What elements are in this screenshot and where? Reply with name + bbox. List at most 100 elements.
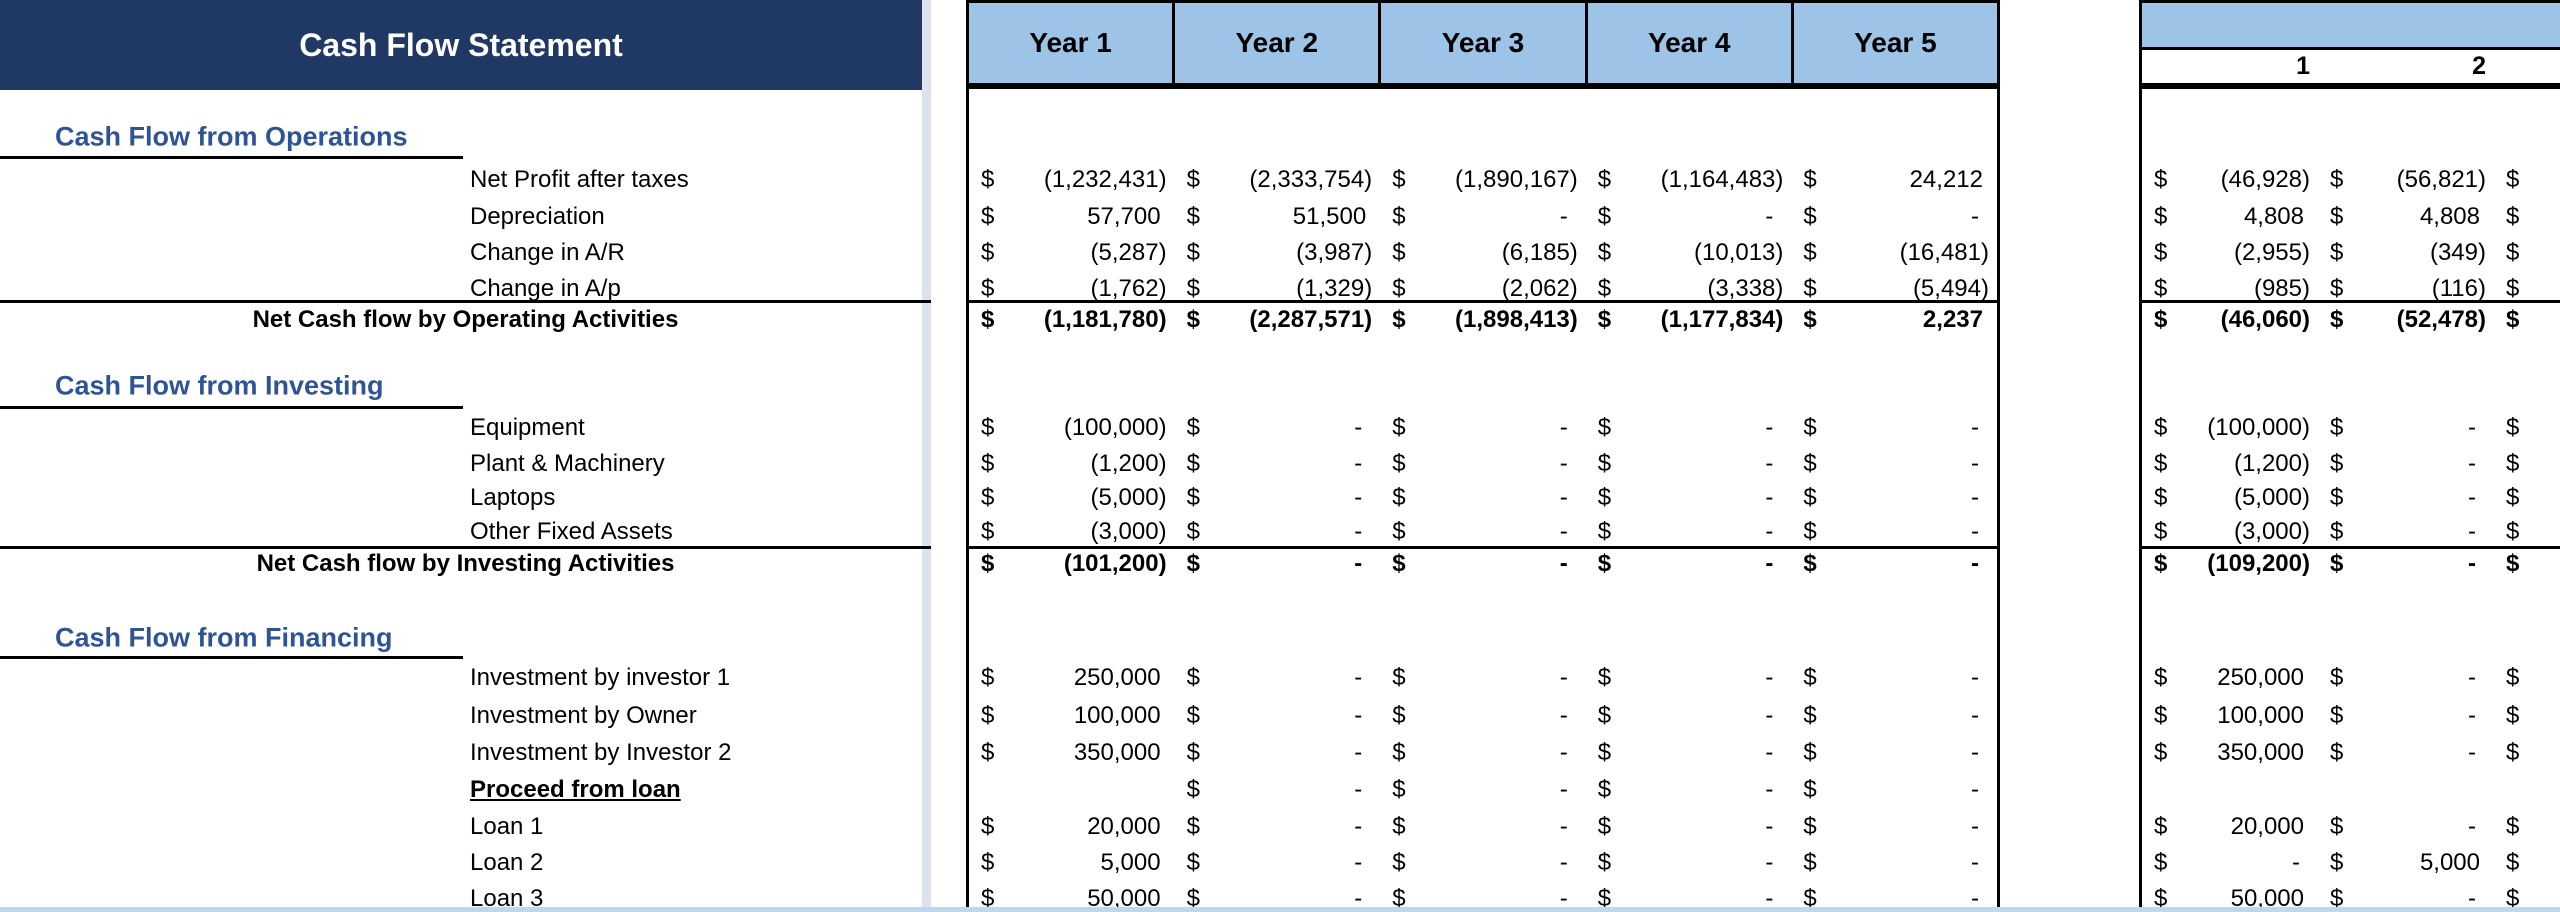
- value-cell-year5[interactable]: $ -: [1791, 809, 1997, 845]
- value-cell-month1[interactable]: $ -: [2142, 845, 2318, 881]
- value-cell-year1[interactable]: $100,000: [969, 698, 1175, 734]
- month-number-cell[interactable]: 1: [2296, 52, 2310, 80]
- value-cell-month1[interactable]: $350,000: [2142, 735, 2318, 771]
- value-cell-month3-clipped[interactable]: $: [2494, 735, 2560, 771]
- value-cell-total-year1[interactable]: $ (101,200): [969, 546, 1175, 582]
- row-label[interactable]: Plant & Machinery: [470, 450, 665, 477]
- value-cell-month1[interactable]: $20,000: [2142, 809, 2318, 845]
- row-label[interactable]: Loan 1: [470, 813, 544, 840]
- year-header-cell[interactable]: Year 4: [1584, 3, 1791, 83]
- value-cell-month3-clipped[interactable]: $: [2494, 162, 2560, 198]
- value-cell-year4[interactable]: $ -: [1586, 410, 1792, 446]
- value-cell-year5[interactable]: $ (16,481): [1791, 235, 1997, 271]
- row-label[interactable]: Investment by Owner: [470, 702, 697, 729]
- value-cell-month3-clipped[interactable]: $: [2494, 271, 2560, 307]
- value-cell-month2[interactable]: $ -: [2318, 446, 2494, 482]
- value-cell-month3-clipped[interactable]: $: [2494, 514, 2560, 550]
- value-cell-year1[interactable]: $20,000: [969, 809, 1175, 845]
- value-cell-month2[interactable]: $5,000: [2318, 845, 2494, 881]
- value-cell-month1[interactable]: $ (5,000): [2142, 480, 2318, 516]
- value-cell-year5[interactable]: $ -: [1791, 845, 1997, 881]
- value-cell-year3[interactable]: $ (1,890,167): [1380, 162, 1586, 198]
- value-cell-year5[interactable]: $ -: [1791, 660, 1997, 696]
- year-header-cell[interactable]: Year 3: [1378, 3, 1584, 83]
- value-cell-year2[interactable]: $ -: [1175, 735, 1381, 771]
- value-cell-month2[interactable]: $ (56,821): [2318, 162, 2494, 198]
- value-cell-month3-clipped[interactable]: $: [2494, 698, 2560, 734]
- value-cell-year1[interactable]: $250,000: [969, 660, 1175, 696]
- value-cell-year5[interactable]: $ -: [1791, 514, 1997, 550]
- value-cell-year4[interactable]: $ -: [1586, 881, 1792, 912]
- value-cell-month2[interactable]: $ -: [2318, 698, 2494, 734]
- value-cell-total-month2[interactable]: $ -: [2318, 546, 2494, 582]
- month-number-cell[interactable]: 2: [2472, 52, 2486, 80]
- value-cell-month2[interactable]: $ -: [2318, 480, 2494, 516]
- value-cell-month3-clipped[interactable]: $: [2494, 235, 2560, 271]
- value-cell-year3[interactable]: $ -: [1380, 410, 1586, 446]
- value-cell-total-month3-clipped[interactable]: $: [2494, 302, 2560, 338]
- value-cell-total-month3-clipped[interactable]: $: [2494, 546, 2560, 582]
- value-cell-year2[interactable]: $ -: [1175, 410, 1381, 446]
- value-cell-year5[interactable]: $ (5,494): [1791, 271, 1997, 307]
- value-cell-year5[interactable]: $ -: [1791, 446, 1997, 482]
- row-label[interactable]: Other Fixed Assets: [470, 518, 673, 545]
- value-cell-month2[interactable]: $ -: [2318, 660, 2494, 696]
- value-cell-month2[interactable]: $ -: [2318, 514, 2494, 550]
- value-cell-total-year1[interactable]: $ (1,181,780): [969, 302, 1175, 338]
- total-row-label[interactable]: Net Cash flow by Operating Activities: [252, 306, 679, 333]
- value-cell-year3[interactable]: $ -: [1380, 480, 1586, 516]
- value-cell-month3-clipped[interactable]: $: [2494, 480, 2560, 516]
- value-cell-total-year5[interactable]: $ -: [1791, 546, 1997, 582]
- sheet-title-cell[interactable]: Cash Flow Statement: [0, 0, 922, 90]
- value-cell-month3-clipped[interactable]: $: [2494, 660, 2560, 696]
- row-label[interactable]: Equipment: [470, 414, 585, 441]
- value-cell-year1[interactable]: $ (1,200): [969, 446, 1175, 482]
- value-cell-year2[interactable]: $ (3,987): [1175, 235, 1381, 271]
- value-cell-total-month1[interactable]: $ (46,060): [2142, 302, 2318, 338]
- value-cell-year4[interactable]: $ -: [1586, 199, 1792, 235]
- value-cell-year4[interactable]: $ -: [1586, 735, 1792, 771]
- value-cell-month2[interactable]: $4,808: [2318, 199, 2494, 235]
- value-cell-year4[interactable]: $ -: [1586, 845, 1792, 881]
- value-cell-month3-clipped[interactable]: $: [2494, 809, 2560, 845]
- value-cell-month1[interactable]: $ (985): [2142, 271, 2318, 307]
- row-label[interactable]: Proceed from loan: [470, 776, 681, 803]
- year-header-cell[interactable]: Year 5: [1790, 3, 1997, 83]
- value-cell-year4[interactable]: $ -: [1586, 446, 1792, 482]
- value-cell-month1[interactable]: $250,000: [2142, 660, 2318, 696]
- value-cell-year1[interactable]: $ (3,000): [969, 514, 1175, 550]
- value-cell-year4[interactable]: $ -: [1586, 660, 1792, 696]
- value-cell-year3[interactable]: $ -: [1380, 845, 1586, 881]
- value-cell-year4[interactable]: $ -: [1586, 698, 1792, 734]
- value-cell-year3[interactable]: $ -: [1380, 660, 1586, 696]
- value-cell-year3[interactable]: $ -: [1380, 199, 1586, 235]
- value-cell-total-year4[interactable]: $ -: [1586, 546, 1792, 582]
- value-cell-month3-clipped[interactable]: $: [2494, 199, 2560, 235]
- value-cell-month1[interactable]: $ (2,955): [2142, 235, 2318, 271]
- value-cell-year2[interactable]: $ -: [1175, 845, 1381, 881]
- row-label[interactable]: Investment by investor 1: [470, 664, 731, 691]
- value-cell-total-year2[interactable]: $ (2,287,571): [1175, 302, 1381, 338]
- value-cell-year5[interactable]: $ -: [1791, 772, 1997, 808]
- value-cell-year3[interactable]: $ -: [1380, 881, 1586, 912]
- value-cell-total-year4[interactable]: $ (1,177,834): [1586, 302, 1792, 338]
- value-cell-year2[interactable]: $ -: [1175, 881, 1381, 912]
- section-heading[interactable]: Cash Flow from Financing: [55, 622, 393, 653]
- value-cell-year4[interactable]: $ -: [1586, 514, 1792, 550]
- value-cell-year2[interactable]: $ -: [1175, 772, 1381, 808]
- value-cell-year3[interactable]: $ -: [1380, 772, 1586, 808]
- row-label[interactable]: Loan 2: [470, 849, 544, 876]
- value-cell-month2[interactable]: $ -: [2318, 881, 2494, 912]
- value-cell-month1[interactable]: $4,808: [2142, 199, 2318, 235]
- value-cell-year5[interactable]: $ -: [1791, 698, 1997, 734]
- value-cell-total-year2[interactable]: $ -: [1175, 546, 1381, 582]
- value-cell-year1[interactable]: $ (1,762): [969, 271, 1175, 307]
- value-cell-total-month1[interactable]: $ (109,200): [2142, 546, 2318, 582]
- value-cell-year3[interactable]: $ -: [1380, 735, 1586, 771]
- value-cell-month1[interactable]: $ (46,928): [2142, 162, 2318, 198]
- value-cell-year5[interactable]: $ -: [1791, 480, 1997, 516]
- value-cell-year1[interactable]: $57,700: [969, 199, 1175, 235]
- value-cell-year1[interactable]: $ (100,000): [969, 410, 1175, 446]
- value-cell-month1[interactable]: $ (3,000): [2142, 514, 2318, 550]
- value-cell-year5[interactable]: $ -: [1791, 199, 1997, 235]
